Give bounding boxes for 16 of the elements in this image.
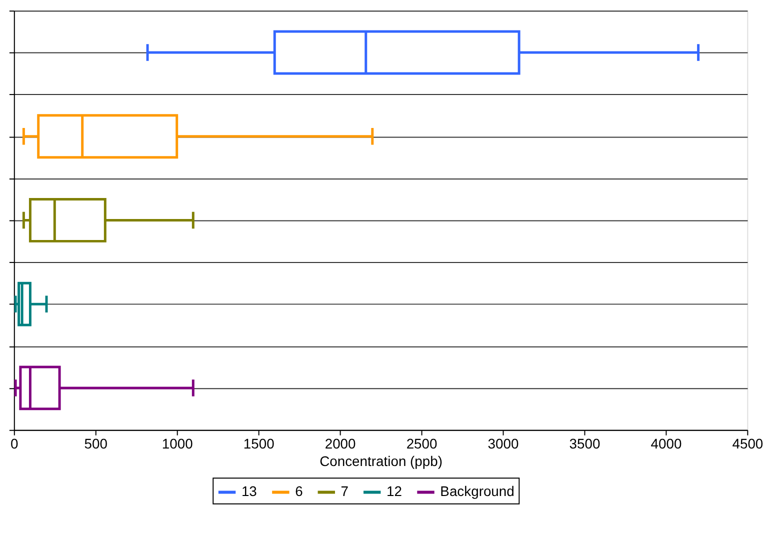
legend-label: 12 xyxy=(386,483,402,500)
legend-label: Background xyxy=(440,483,514,500)
x-tick-label: 4500 xyxy=(732,435,764,452)
x-tick-label: 2000 xyxy=(324,435,356,452)
x-tick-label: 2500 xyxy=(406,435,438,452)
legend-label: 7 xyxy=(340,483,349,500)
x-tick-label: 3500 xyxy=(569,435,600,452)
x-tick-label: 500 xyxy=(84,435,108,452)
x-tick-label: 1500 xyxy=(243,435,275,452)
x-tick-label: 4000 xyxy=(650,435,682,452)
x-tick-label: 1000 xyxy=(162,435,194,452)
x-tick-label: 0 xyxy=(10,435,19,452)
legend-label: 13 xyxy=(241,483,258,500)
x-tick-label: 3000 xyxy=(488,435,519,452)
legend-label: 6 xyxy=(295,483,304,500)
x-axis-title: Concentration (ppb) xyxy=(320,453,443,470)
